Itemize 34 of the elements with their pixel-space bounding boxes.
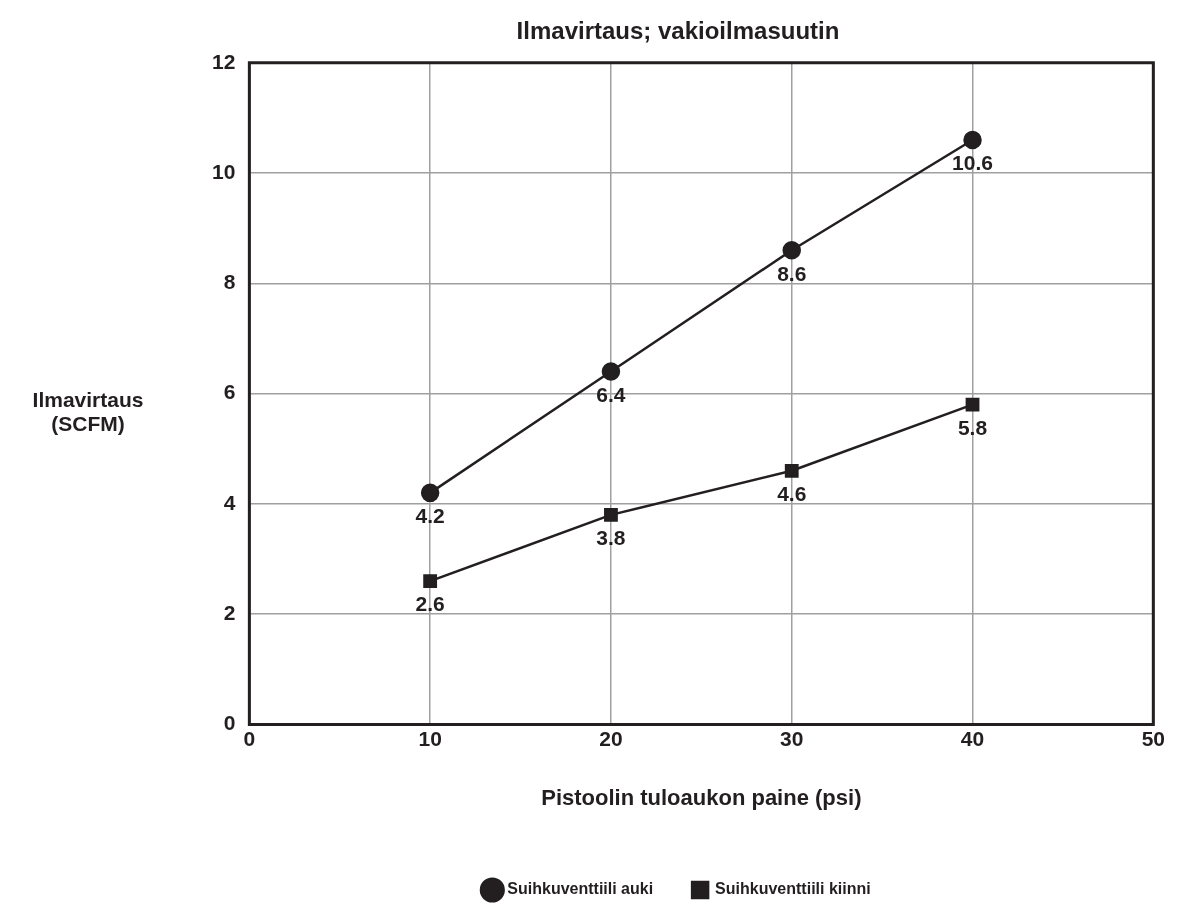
x-tick-label: 30	[780, 726, 804, 750]
point	[604, 507, 618, 522]
chart-title: Ilmavirtaus; vakioilmasuutin	[516, 17, 840, 45]
y-tick-label: 4	[223, 490, 236, 514]
data-label: 8.6	[777, 261, 807, 285]
y-tick-label: 10	[212, 159, 236, 183]
point	[601, 362, 621, 381]
x-tick-label: 20	[599, 726, 623, 750]
data-label: 5.8	[957, 415, 988, 439]
point	[963, 130, 982, 150]
point	[784, 463, 799, 478]
point	[965, 397, 980, 412]
data-label: 6.4	[596, 382, 626, 406]
y-tick-label: 0	[223, 711, 236, 735]
x-tick-label: 40	[960, 726, 985, 750]
point	[423, 574, 438, 588]
x-tick-label: 10	[418, 726, 442, 750]
legend-label: Suihkuventtiili auki	[507, 880, 654, 898]
point	[420, 483, 440, 503]
y-tick-label: 2	[223, 600, 236, 624]
data-label: 4.2	[415, 504, 445, 528]
y-tick-label: 12	[212, 49, 236, 73]
data-label: 2.6	[415, 592, 445, 616]
y-tick-label: 8	[223, 270, 236, 294]
data-label: 4.6	[777, 482, 807, 506]
y-tick-label: 6	[223, 380, 236, 404]
y-axis-title: Ilmavirtaus (SCFM)	[31, 388, 145, 436]
point	[782, 241, 801, 260]
x-tick-label: 0	[243, 726, 256, 750]
legend-label: Suihkuventtiili kiinni	[715, 880, 871, 898]
data-label: 3.8	[596, 526, 626, 550]
x-axis-title: Pistoolin tuloaukon paine (psi)	[541, 784, 862, 810]
x-tick-label: 50	[1141, 726, 1165, 750]
data-label: 10.6	[952, 151, 993, 175]
